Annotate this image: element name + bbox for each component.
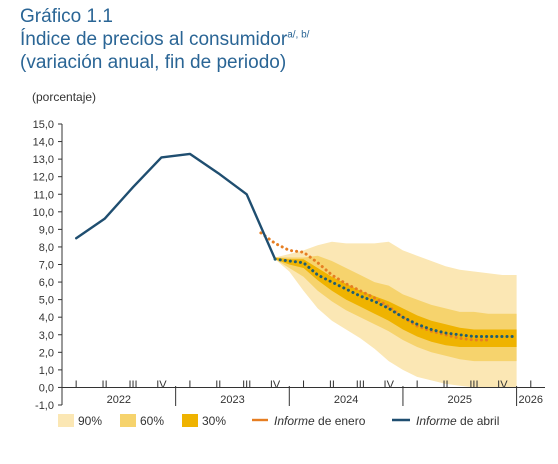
x-quarter-label: I xyxy=(416,379,419,391)
x-year-label: 2026 xyxy=(519,394,543,406)
series-lines xyxy=(74,152,519,342)
legend-label-90: 90% xyxy=(78,414,102,428)
y-tick-label: 13,0 xyxy=(33,154,54,166)
chart-title: Índice de precios al consumidora/, b/ xyxy=(20,29,309,51)
fan-bands xyxy=(275,241,517,388)
x-year-label: 2023 xyxy=(220,394,244,406)
chart-label: Gráfico 1.1 xyxy=(20,6,113,27)
x-quarter-label: II xyxy=(215,379,221,391)
axes: 15,0 14,0 13,0 12,0 11,0 10,0 9,0 8,0 7,0 6,0 5,0 4… xyxy=(33,119,545,412)
x-quarter-label: III xyxy=(469,379,478,391)
y-tick-label: 9,0 xyxy=(39,224,54,236)
x-quarter-label: IV xyxy=(156,379,167,391)
legend-label-30: 30% xyxy=(202,414,226,428)
x-year-label: 2025 xyxy=(448,394,472,406)
y-tick-label: -1,0 xyxy=(35,400,54,412)
fan-band-30 xyxy=(275,257,517,347)
y-tick-label: 5,0 xyxy=(39,295,54,307)
x-quarter-label: II xyxy=(102,379,108,391)
y-tick-label: 1,0 xyxy=(39,365,54,377)
x-quarter-label: I xyxy=(529,379,532,391)
y-tick-label: 15,0 xyxy=(33,119,54,131)
y-tick-label: 7,0 xyxy=(39,260,54,272)
x-quarter-label: III xyxy=(356,379,365,391)
y-tick-label: 11,0 xyxy=(33,189,54,201)
x-quarter-label: II xyxy=(329,379,335,391)
x-quarter-label: IV xyxy=(384,379,395,391)
title-footnote-marks: a/, b/ xyxy=(287,29,310,41)
y-tick-label: 2,0 xyxy=(39,347,54,359)
x-year-label: 2022 xyxy=(107,394,131,406)
x-quarter-label: III xyxy=(128,379,137,391)
x-quarter-label: I xyxy=(188,379,191,391)
x-quarter-label: I xyxy=(302,379,305,391)
x-quarter-label: II xyxy=(442,379,448,391)
y-tick-label: 10,0 xyxy=(33,207,54,219)
y-tick-label: 14,0 xyxy=(33,137,54,149)
x-quarter-label: III xyxy=(242,379,251,391)
y-tick-label: 4,0 xyxy=(39,312,54,324)
y-tick-label: 8,0 xyxy=(39,242,54,254)
chart-title-text: Índice de precios al consumidor xyxy=(20,29,288,50)
legend: 90% 60% 30% Informe de enero Informe de abri… xyxy=(58,414,499,428)
y-tick-label: 6,0 xyxy=(39,277,54,289)
legend-swatch-60 xyxy=(120,414,136,427)
y-tick-label: 3,0 xyxy=(39,330,54,342)
unit-label: (porcentaje) xyxy=(32,90,97,104)
x-quarter-label: IV xyxy=(497,379,508,391)
y-tick-label: 0,0 xyxy=(39,382,54,394)
series-line-0 xyxy=(259,231,490,342)
legend-label-enero: Informe de enero xyxy=(274,414,366,428)
y-tick-label: 12,0 xyxy=(33,172,54,184)
legend-swatch-30 xyxy=(182,414,198,427)
legend-label-60: 60% xyxy=(140,414,164,428)
x-quarter-label: IV xyxy=(270,379,281,391)
legend-swatch-90 xyxy=(58,414,74,427)
legend-label-abril: Informe de abril xyxy=(416,414,499,428)
series-line-2 xyxy=(273,257,519,338)
series-line-1 xyxy=(74,152,277,261)
chart-subtitle: (variación anual, fin de periodo) xyxy=(20,52,287,73)
x-quarter-label: I xyxy=(75,379,78,391)
x-year-label: 2024 xyxy=(334,394,358,406)
